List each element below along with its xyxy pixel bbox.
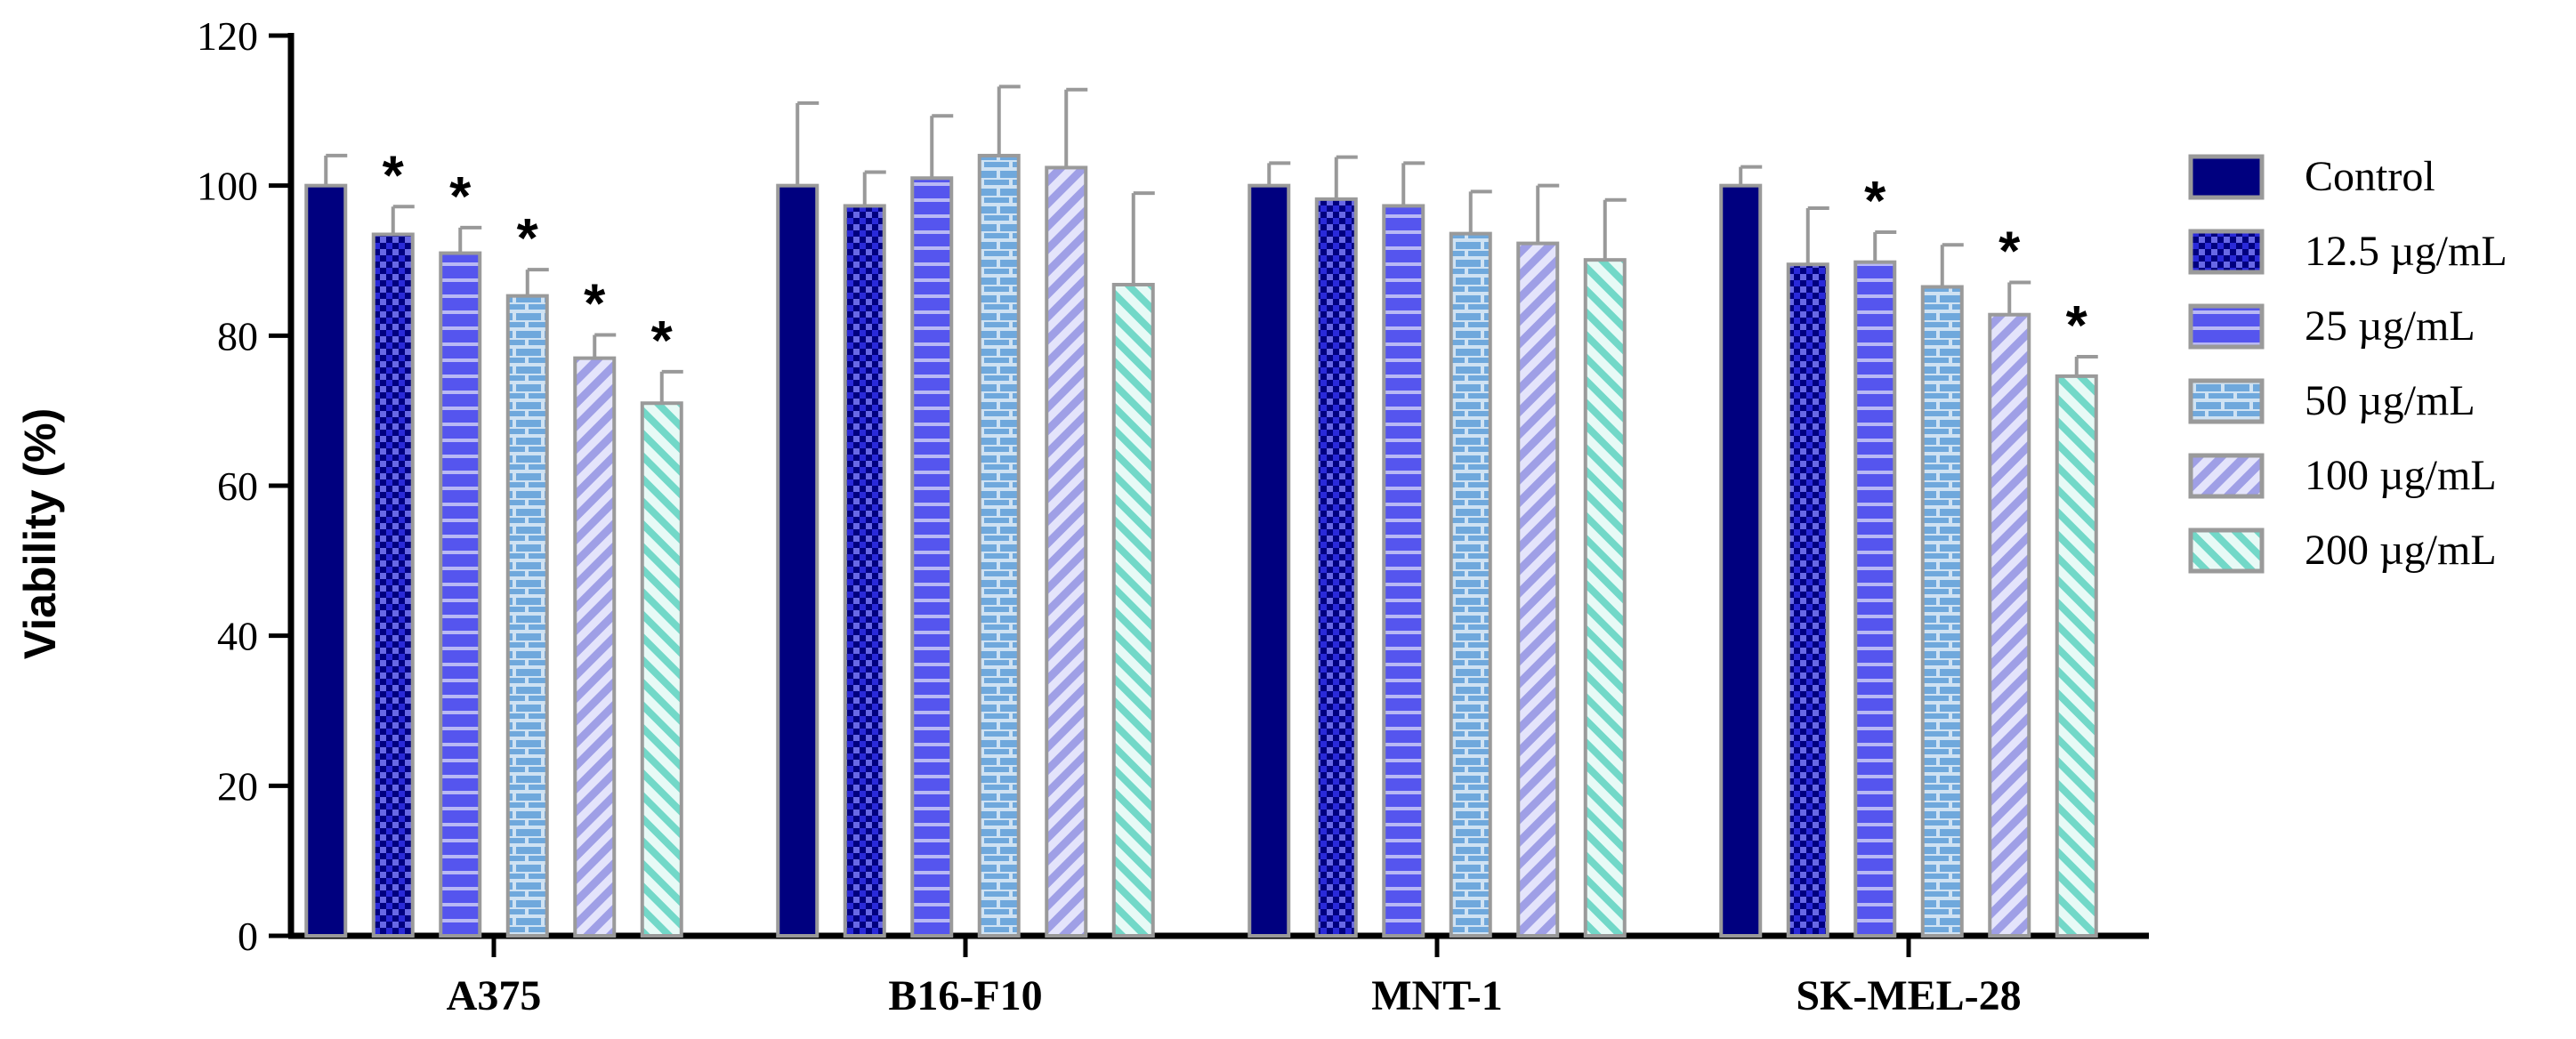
bar-group-mnt-1: [1248, 155, 1627, 938]
significance-star: *: [383, 145, 405, 206]
significance-star: *: [1999, 221, 2021, 282]
bar: [640, 401, 683, 938]
legend-label: 100 µg/mL: [2305, 452, 2497, 499]
x-tick-label: SK-MEL-28: [1796, 972, 2021, 1019]
bar: [1988, 312, 2031, 938]
y-tick-label: 100: [197, 164, 258, 209]
significance-star: *: [584, 273, 606, 334]
legend-label: 200 µg/mL: [2305, 527, 2497, 574]
significance-star: *: [2066, 295, 2088, 357]
legend-swatch: [2188, 528, 2265, 574]
significance-star: *: [1864, 171, 1886, 232]
legend: Control 12.5 µg/mL 25 µg/mL 50 µg/mL 100 µg/…: [2188, 153, 2507, 574]
bar: [2055, 374, 2098, 938]
bar: [304, 183, 348, 938]
y-tick-label: 20: [217, 763, 258, 809]
legend-swatch: [2188, 154, 2265, 200]
legend-label: 50 µg/mL: [2305, 377, 2475, 424]
bar: [1853, 260, 1897, 938]
x-tick-label: MNT-1: [1371, 972, 1503, 1019]
legend-swatch: [2188, 378, 2265, 424]
y-axis-title: Viability (%): [15, 408, 65, 659]
bar: [371, 232, 415, 938]
legend-swatch: [2188, 229, 2265, 275]
bar: [843, 204, 886, 938]
significance-star: *: [517, 208, 539, 270]
bar: [1449, 231, 1492, 938]
bar: [776, 183, 820, 938]
legend-label: Control: [2305, 153, 2435, 200]
bar-group-sk-mel-28: * * *: [1719, 165, 2098, 938]
bar: [1382, 204, 1425, 938]
bar-group-a375: * * * * *: [304, 145, 683, 938]
bar: [910, 176, 954, 938]
x-tick-label: B16-F10: [888, 972, 1042, 1019]
x-axis-ticks: A375 B16-F10 MNT-1 SK-MEL-28: [447, 936, 2022, 1019]
bar: [439, 251, 482, 938]
y-tick-label: 60: [217, 463, 258, 509]
bar: [1719, 183, 1763, 938]
bar-groups: * * * * * * * *: [304, 85, 2098, 938]
bar: [505, 294, 549, 938]
legend-swatch: [2188, 303, 2265, 350]
bar: [1920, 285, 1964, 938]
y-axis-ticks: 0 20 40 60 80 100 120: [197, 13, 291, 959]
bar: [1516, 241, 1560, 938]
bar: [1786, 262, 1829, 938]
bar-group-b16-f10: [776, 85, 1155, 938]
bar: [1111, 282, 1155, 938]
legend-swatch: [2188, 453, 2265, 499]
bar: [977, 153, 1021, 938]
y-tick-label: 80: [217, 313, 258, 358]
y-tick-label: 0: [238, 914, 258, 959]
significance-star: *: [651, 310, 674, 372]
bar: [1248, 183, 1291, 938]
bar: [573, 356, 617, 938]
y-tick-label: 40: [217, 614, 258, 659]
bar: [1583, 258, 1627, 938]
x-tick-label: A375: [447, 972, 542, 1019]
bar: [1045, 165, 1088, 938]
legend-label: 12.5 µg/mL: [2305, 228, 2507, 275]
significance-star: *: [449, 166, 472, 228]
y-tick-label: 120: [197, 13, 258, 59]
bar: [1314, 197, 1358, 938]
legend-label: 25 µg/mL: [2305, 302, 2475, 350]
